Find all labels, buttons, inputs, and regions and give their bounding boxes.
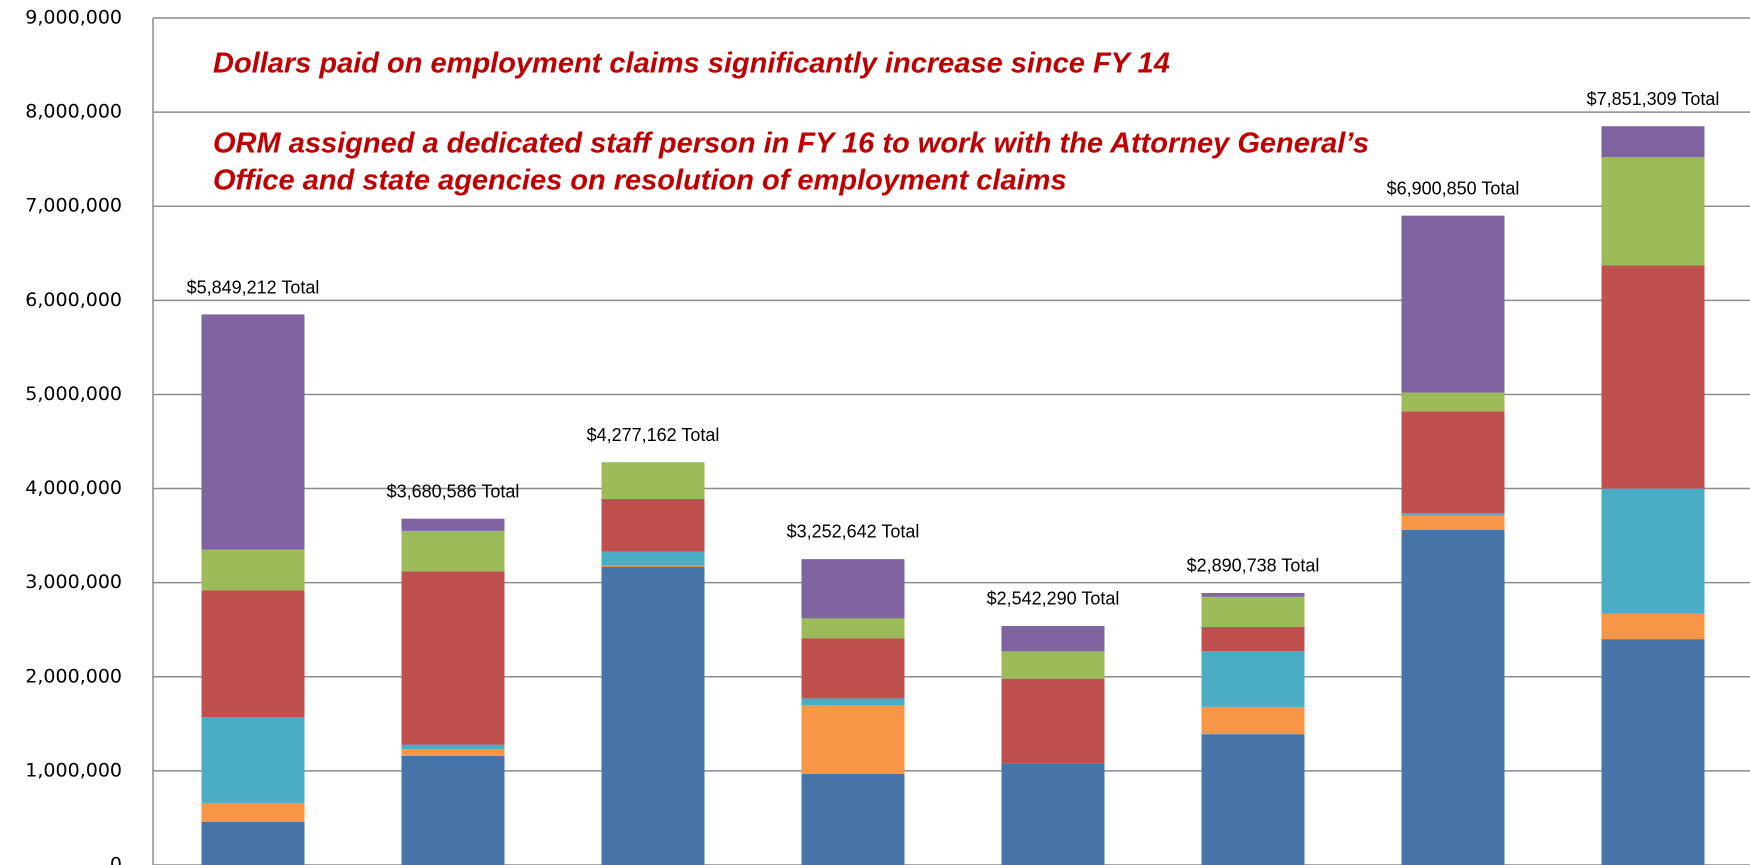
bar-segment (801, 638, 905, 699)
bar-segment (1401, 411, 1505, 514)
total-label: $4,277,162 Total (587, 425, 720, 445)
bar-segment (1201, 626, 1305, 652)
bar-segment (201, 314, 305, 550)
bar-segment (801, 698, 905, 706)
total-label: $2,890,738 Total (1187, 556, 1320, 576)
bar-segment (201, 590, 305, 718)
bar-segment (401, 571, 505, 745)
bar-segment (1401, 215, 1505, 393)
bar-segment (1601, 488, 1705, 614)
total-label: $2,542,290 Total (987, 588, 1120, 608)
bar-segment (401, 744, 505, 750)
bar-segment (201, 821, 305, 865)
bar-segment (401, 755, 505, 865)
bar-segment (1401, 529, 1505, 865)
bar-segment (601, 498, 705, 552)
bar-segment (1201, 706, 1305, 735)
bar-segment (1601, 265, 1705, 489)
y-tick-label: 1,000,000 (25, 759, 122, 781)
bar-segment (1201, 596, 1305, 627)
bar-segment (801, 773, 905, 865)
bar-segment (1001, 625, 1105, 652)
bar-segment (1401, 513, 1505, 516)
bar-segment (401, 518, 505, 531)
bar-segment (1601, 613, 1705, 640)
y-tick-label: 0 (110, 854, 122, 865)
bar-segment (801, 559, 905, 619)
bar-segment (1201, 593, 1305, 597)
y-tick-label: 6,000,000 (25, 289, 122, 311)
bar-segment (401, 530, 505, 572)
bar-segment (1001, 678, 1105, 764)
y-tick-label: 5,000,000 (25, 383, 122, 405)
bar-segment (601, 565, 705, 567)
y-tick-label: 8,000,000 (25, 101, 122, 123)
y-tick-label: 2,000,000 (25, 665, 122, 687)
total-label: $5,849,212 Total (187, 277, 320, 297)
total-label: $3,252,642 Total (787, 522, 920, 542)
bar-segment (401, 749, 505, 756)
bar-segment (601, 551, 705, 566)
total-label: $7,851,309 Total (1587, 89, 1720, 109)
annotation: ORM assigned a dedicated staff person in… (213, 128, 1369, 160)
bar-segment (1001, 763, 1105, 865)
bar-segment (601, 462, 705, 499)
bar-segment (1401, 515, 1505, 530)
bar-segment (801, 705, 905, 774)
bar-segment (801, 618, 905, 639)
annotation: Dollars paid on employment claims signif… (213, 48, 1170, 80)
y-tick-label: 3,000,000 (25, 571, 122, 593)
total-label: $6,900,850 Total (1387, 178, 1520, 198)
bar-segment (1401, 392, 1505, 412)
bar-segment (1001, 651, 1105, 679)
bar-segment (201, 802, 305, 822)
y-tick-label: 7,000,000 (25, 195, 122, 217)
bar-segment (201, 717, 305, 803)
y-tick-label: 4,000,000 (25, 477, 122, 499)
bar-segment (1201, 651, 1305, 707)
bar-segment (1601, 639, 1705, 865)
y-tick-label: 9,000,000 (25, 7, 122, 29)
bar-segment (1601, 126, 1705, 158)
bar-segment (1601, 157, 1705, 266)
bar-segment (1201, 734, 1305, 865)
bar-segment (601, 566, 705, 865)
total-label: $3,680,586 Total (387, 481, 520, 501)
annotation: Office and state agencies on resolution … (213, 165, 1067, 197)
bar-segment (201, 549, 305, 591)
